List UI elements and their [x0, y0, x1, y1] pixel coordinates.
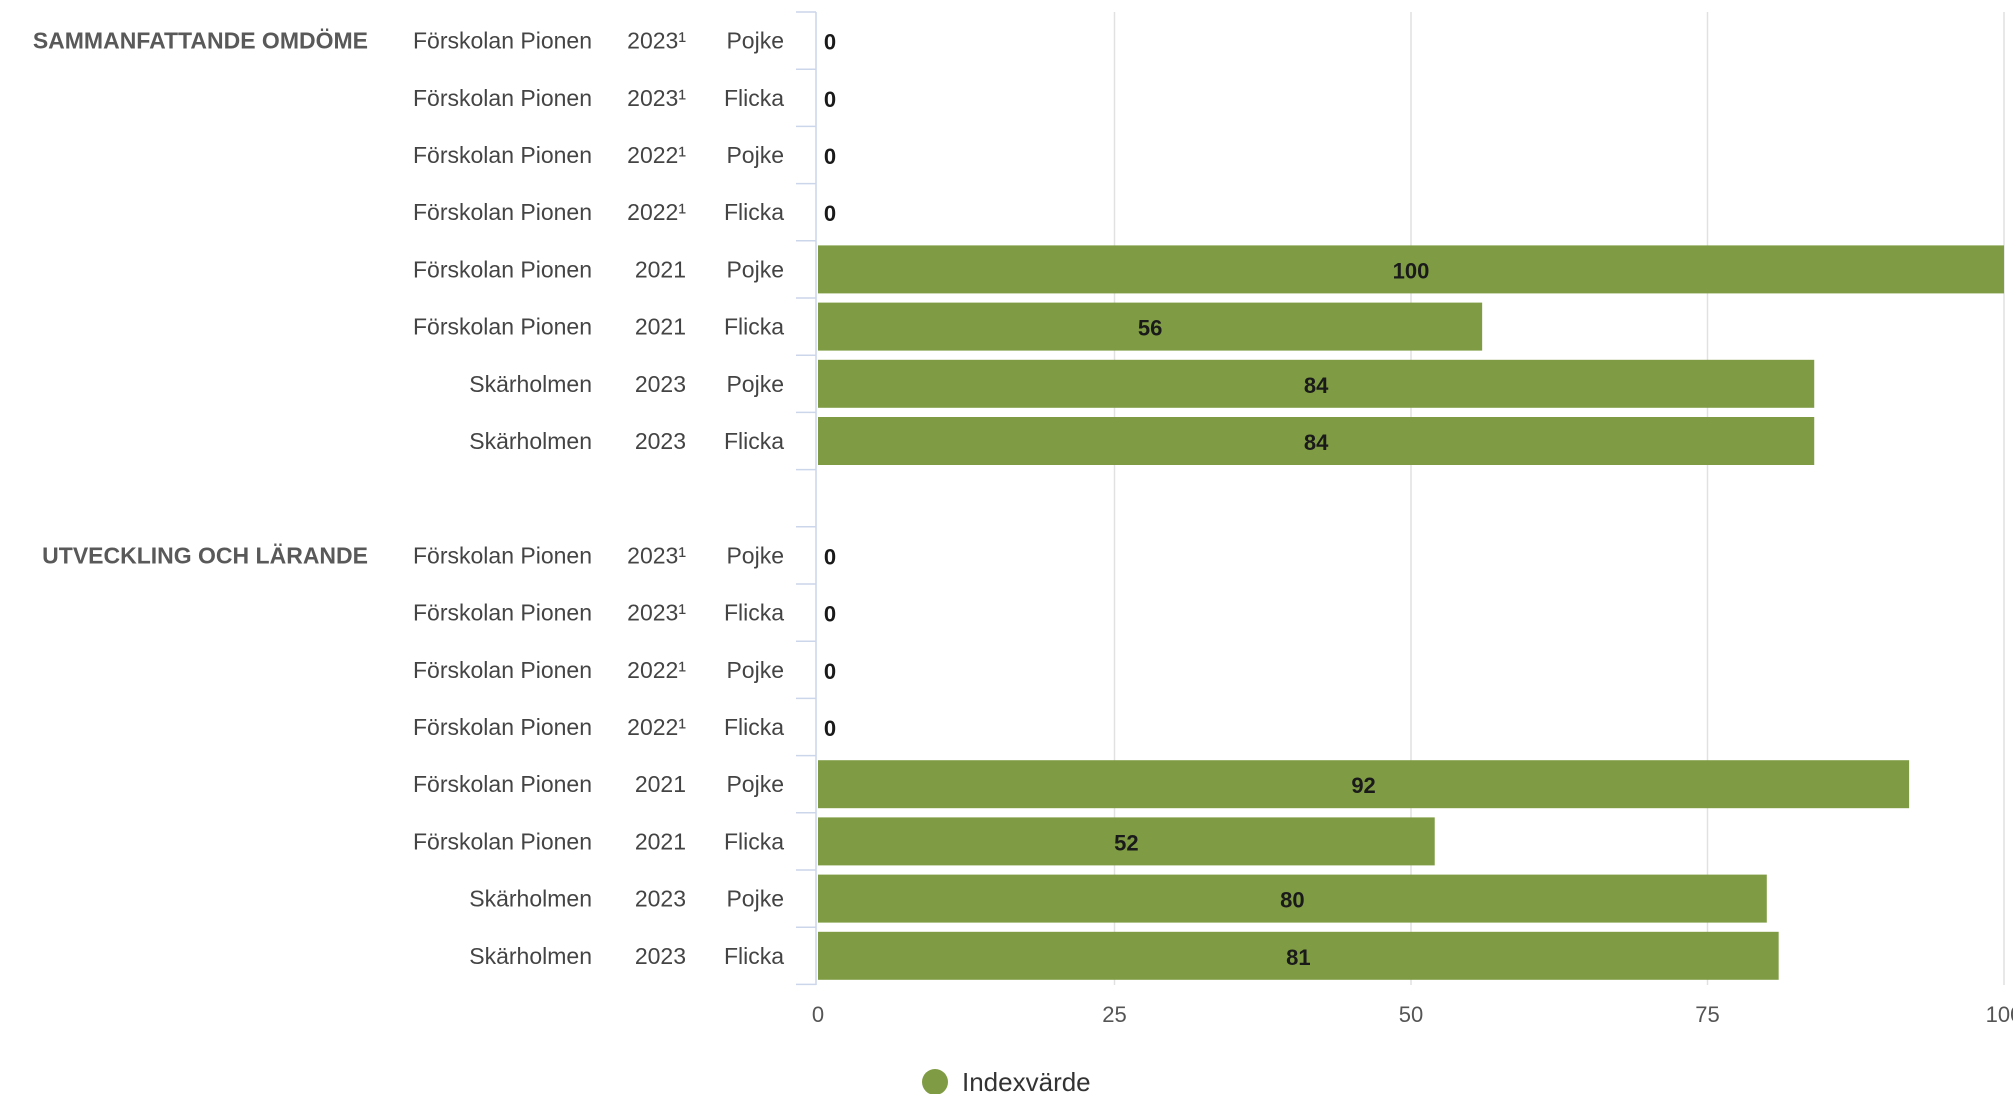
x-tick-label: 75 — [1695, 1002, 1719, 1027]
bar-value-label: 100 — [1393, 258, 1430, 283]
bars-layer — [818, 245, 2004, 980]
bar-value-label: 0 — [824, 201, 836, 226]
group-label: UTVECKLING OCH LÄRANDE — [42, 542, 368, 568]
category-unit-label: Förskolan Pionen — [413, 714, 592, 740]
bar-value-label: 0 — [824, 602, 836, 627]
bar[interactable] — [818, 931, 1779, 980]
category-unit-label: Förskolan Pionen — [413, 142, 592, 168]
bar[interactable] — [818, 359, 1815, 408]
bar-value-label: 92 — [1351, 773, 1375, 798]
group-label: SAMMANFATTANDE OMDÖME — [33, 28, 368, 54]
category-gender-label: Pojke — [726, 771, 784, 797]
category-year-label: 2023¹ — [627, 600, 686, 626]
category-gender-label: Flicka — [724, 943, 784, 969]
bar-value-label: 0 — [824, 30, 836, 55]
labels-layer: 0 25 50 75 100 Förskolan Pionen 2023¹ Pojke 0 För… — [33, 28, 2013, 1027]
category-gender-label: Pojke — [726, 142, 784, 168]
bar-value-label: 52 — [1114, 830, 1138, 855]
category-year-label: 2023 — [635, 886, 686, 912]
category-gender-label: Flicka — [724, 85, 784, 111]
x-tick-label: 0 — [812, 1002, 824, 1027]
category-unit-label: Förskolan Pionen — [413, 828, 592, 854]
category-year-label: 2022¹ — [627, 199, 686, 225]
x-tick-label: 50 — [1399, 1002, 1423, 1027]
bar-value-label: 84 — [1304, 373, 1329, 398]
category-unit-label: Förskolan Pionen — [413, 657, 592, 683]
category-gender-label: Pojke — [726, 886, 784, 912]
bar[interactable] — [818, 417, 1815, 465]
category-unit-label: Förskolan Pionen — [413, 771, 592, 797]
category-year-label: 2022¹ — [627, 657, 686, 683]
category-gender-label: Pojke — [726, 28, 784, 54]
bar-value-label: 81 — [1286, 945, 1310, 970]
category-unit-label: Förskolan Pionen — [413, 542, 592, 568]
axis-layer — [796, 11, 817, 986]
category-year-label: 2023 — [635, 428, 686, 454]
category-unit-label: Förskolan Pionen — [413, 28, 592, 54]
category-gender-label: Flicka — [724, 199, 784, 225]
bar-value-label: 84 — [1304, 430, 1329, 455]
x-tick-label: 100 — [1986, 1002, 2013, 1027]
x-tick-label: 25 — [1102, 1002, 1126, 1027]
legend-label[interactable]: Indexvärde — [962, 1067, 1091, 1094]
bar-value-label: 0 — [824, 144, 836, 169]
category-unit-label: Skärholmen — [469, 428, 592, 454]
legend-marker-icon[interactable] — [922, 1069, 948, 1094]
bar-value-label: 0 — [824, 716, 836, 741]
category-year-label: 2023¹ — [627, 542, 686, 568]
legend[interactable]: Indexvärde — [922, 1067, 1091, 1094]
category-year-label: 2022¹ — [627, 714, 686, 740]
category-year-label: 2023¹ — [627, 28, 686, 54]
category-year-label: 2022¹ — [627, 142, 686, 168]
bar[interactable] — [818, 817, 1435, 866]
category-year-label: 2023 — [635, 371, 686, 397]
bar-value-label: 0 — [824, 87, 836, 112]
category-year-label: 2021 — [635, 828, 686, 854]
bar[interactable] — [818, 760, 1910, 809]
bar[interactable] — [818, 302, 1483, 351]
category-year-label: 2023 — [635, 943, 686, 969]
category-gender-label: Flicka — [724, 828, 784, 854]
category-unit-label: Skärholmen — [469, 371, 592, 397]
bar[interactable] — [818, 245, 2004, 294]
category-year-label: 2021 — [635, 314, 686, 340]
bar-value-label: 56 — [1138, 316, 1162, 341]
category-gender-label: Flicka — [724, 600, 784, 626]
category-unit-label: Skärholmen — [469, 943, 592, 969]
category-gender-label: Flicka — [724, 314, 784, 340]
category-unit-label: Förskolan Pionen — [413, 85, 592, 111]
category-year-label: 2023¹ — [627, 85, 686, 111]
bar-value-label: 80 — [1280, 888, 1304, 913]
category-unit-label: Förskolan Pionen — [413, 199, 592, 225]
category-gender-label: Pojke — [726, 542, 784, 568]
category-unit-label: Skärholmen — [469, 886, 592, 912]
bar[interactable] — [818, 874, 1767, 923]
category-year-label: 2021 — [635, 771, 686, 797]
category-gender-label: Flicka — [724, 714, 784, 740]
category-unit-label: Förskolan Pionen — [413, 600, 592, 626]
category-unit-label: Förskolan Pionen — [413, 314, 592, 340]
category-unit-label: Förskolan Pionen — [413, 256, 592, 282]
category-gender-label: Pojke — [726, 256, 784, 282]
bar-value-label: 0 — [824, 544, 836, 569]
category-gender-label: Pojke — [726, 371, 784, 397]
category-year-label: 2021 — [635, 256, 686, 282]
category-gender-label: Flicka — [724, 428, 784, 454]
bar-value-label: 0 — [824, 659, 836, 684]
category-gender-label: Pojke — [726, 657, 784, 683]
